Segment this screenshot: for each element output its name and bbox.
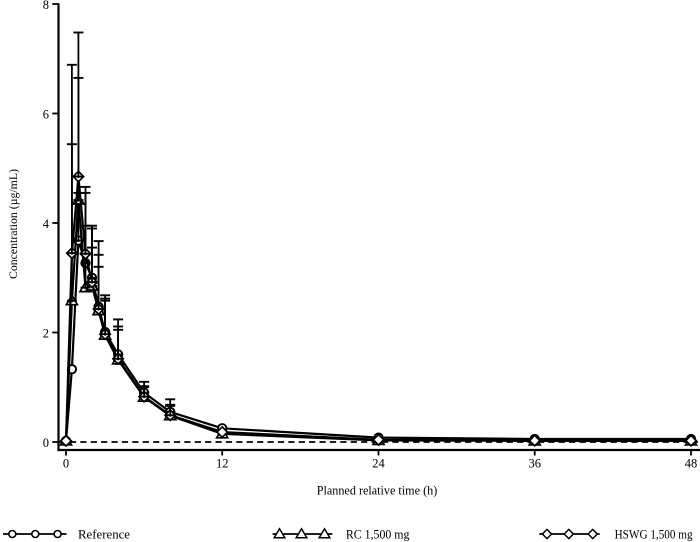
svg-text:RC 1,500 mg: RC 1,500 mg xyxy=(346,527,410,541)
svg-text:Planned relative time (h): Planned relative time (h) xyxy=(317,484,438,498)
svg-text:4: 4 xyxy=(43,217,50,231)
svg-text:2: 2 xyxy=(43,326,49,340)
svg-text:Concentration (µg/mL): Concentration (µg/mL) xyxy=(6,169,20,279)
svg-text:6: 6 xyxy=(43,107,49,121)
svg-text:0: 0 xyxy=(43,436,49,450)
svg-text:Reference: Reference xyxy=(78,527,130,541)
svg-text:8: 8 xyxy=(43,0,49,12)
svg-text:48: 48 xyxy=(685,457,698,471)
svg-text:12: 12 xyxy=(216,457,229,471)
svg-text:24: 24 xyxy=(372,457,385,471)
svg-text:0: 0 xyxy=(63,457,69,471)
svg-text:HSWG 1,500 mg: HSWG 1,500 mg xyxy=(615,527,693,541)
svg-text:36: 36 xyxy=(528,457,541,471)
